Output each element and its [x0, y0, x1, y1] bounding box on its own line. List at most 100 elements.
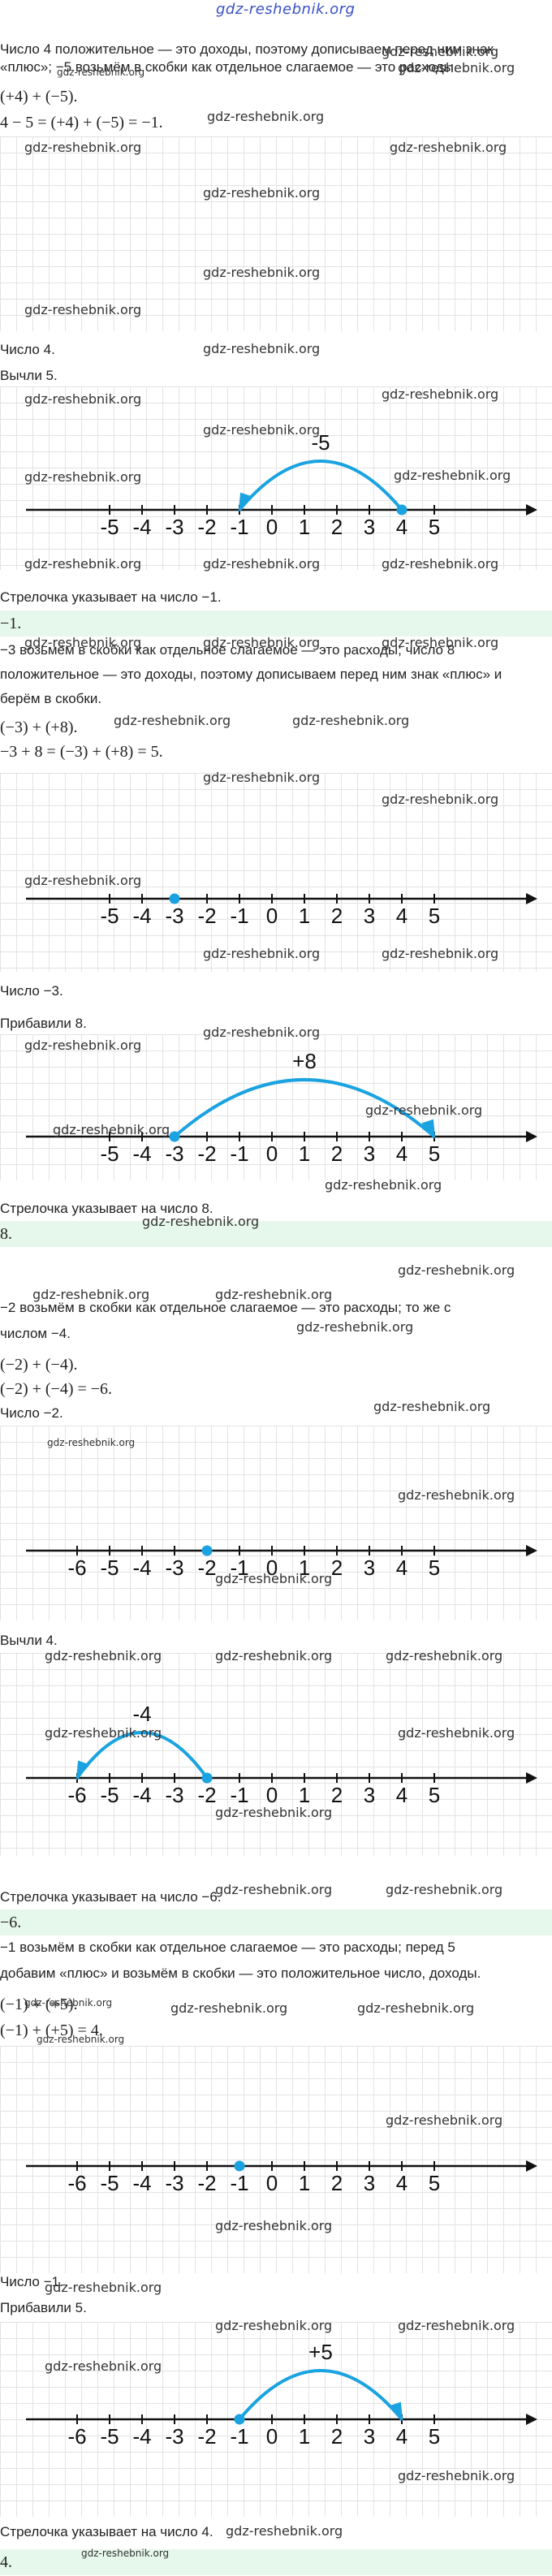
tick-label: -1 [230, 2171, 248, 2195]
tick-label: -3 [165, 1783, 183, 1807]
tick-label: -5 [100, 2171, 119, 2195]
watermark: gdz-reshebnik.org [398, 2318, 515, 2333]
watermark: gdz-reshebnik.org [203, 265, 321, 280]
note-2: Число −3. [0, 983, 63, 999]
watermark: gdz-reshebnik.org [24, 1997, 113, 2009]
paragraph-4b: добавим «плюс» и возьмём в скобки — это … [0, 1965, 481, 1981]
jump-arc [75, 1731, 209, 1780]
answer-box-2: 8. [0, 1221, 552, 1247]
statement-2: Стрелочка указывает на число 8. [0, 1201, 213, 1216]
watermark: gdz-reshebnik.org [398, 60, 515, 76]
watermark: gdz-reshebnik.org [24, 469, 142, 485]
tick-label: 3 [364, 1141, 375, 1166]
watermark: gdz-reshebnik.org [203, 770, 321, 785]
tick-label: 1 [299, 2171, 310, 2195]
answer-3: −6. [0, 1914, 22, 1931]
watermark: gdz-reshebnik.org [203, 946, 321, 961]
watermark: gdz-reshebnik.org [325, 1177, 442, 1193]
paragraph-3: −2 возьмём в скобки как отдельное слагае… [0, 1300, 451, 1315]
tick-label: -1 [230, 904, 248, 928]
answer-box-4: 4. [0, 2549, 552, 2575]
tick-label: 5 [429, 2171, 440, 2195]
jump-arrowhead [421, 1119, 436, 1140]
tick-label: -4 [132, 1141, 151, 1166]
expression-7: (−1) + (+5). [0, 1996, 78, 2013]
tick-label: 5 [429, 515, 440, 539]
watermark: gdz-reshebnik.org [365, 1102, 483, 1118]
number-line-4: -5 -4 -3 -2 -1 0 1 2 3 4 5 +8 [26, 1049, 537, 1166]
paragraph-1b: «плюс»; −5 возьмём в скобки как отдельно… [0, 59, 458, 75]
watermark: gdz-reshebnik.org [398, 1487, 515, 1503]
tick-label: -4 [132, 2424, 151, 2449]
expression-4: −3 + 8 = (−3) + (+8) = 5. [0, 743, 163, 761]
tick-label: -3 [165, 1556, 183, 1580]
tick-label: 2 [331, 1783, 343, 1807]
watermark: gdz-reshebnik.org [81, 2548, 170, 2559]
watermark: gdz-reshebnik.org [45, 2280, 162, 2295]
answer-1: −1. [0, 615, 22, 632]
start-point [169, 893, 180, 904]
watermark: gdz-reshebnik.org [203, 341, 321, 356]
tick-label: -1 [230, 515, 248, 539]
axis-arrowhead [526, 1772, 537, 1784]
watermark: gdz-reshebnik.org [382, 635, 499, 650]
tick-label: 0 [266, 1141, 278, 1166]
watermark: gdz-reshebnik.org [382, 792, 499, 807]
tick-label: -6 [67, 2424, 86, 2449]
tick-label: 1 [299, 1783, 310, 1807]
answer-2: 8. [0, 1225, 12, 1243]
watermark: gdz-reshebnik.org [114, 713, 231, 728]
jump-label: +8 [292, 1049, 317, 1073]
tick-label: -2 [197, 2171, 216, 2195]
axis-arrowhead [526, 2160, 537, 2172]
watermark: gdz-reshebnik.org [24, 391, 142, 407]
watermark: gdz-reshebnik.org [382, 44, 499, 59]
watermark: gdz-reshebnik.org [53, 1122, 170, 1137]
tick-label: 1 [299, 2424, 310, 2449]
tick-label: -4 [132, 904, 151, 928]
note-4: Число −1. [0, 2274, 63, 2289]
tick-label: -2 [197, 904, 216, 928]
tick-label: 2 [331, 1141, 343, 1166]
grid-2 [0, 386, 552, 570]
watermark: gdz-reshebnik.org [203, 1025, 321, 1040]
tick-label: -4 [132, 1783, 151, 1807]
paragraph-2: −3 возьмём в скобки как отдельное слагае… [0, 642, 455, 658]
watermark: gdz-reshebnik.org [207, 109, 325, 124]
watermark: gdz-reshebnik.org [203, 635, 321, 650]
note-3: Число −2. [0, 1405, 63, 1421]
site-header-logo[interactable]: gdz-reshebnik.org [216, 1, 356, 18]
statement-3: Стрелочка указывает на число −6. [0, 1889, 222, 1905]
grid-3 [0, 773, 552, 972]
watermark: gdz-reshebnik.org [398, 2468, 515, 2483]
paragraph-2b: положительное — это доходы, поэтому допи… [0, 667, 502, 682]
watermark: gdz-reshebnik.org [394, 468, 511, 483]
watermark: gdz-reshebnik.org [215, 2218, 333, 2233]
jump-label: -4 [132, 1702, 151, 1726]
tick-label: 2 [331, 1556, 343, 1580]
watermark: gdz-reshebnik.org [170, 2000, 288, 2016]
watermark: gdz-reshebnik.org [45, 2358, 162, 2374]
watermark: gdz-reshebnik.org [24, 635, 142, 650]
answer-box-3: −6. [0, 1909, 552, 1935]
jump-arrowhead [389, 2401, 403, 2423]
watermark: gdz-reshebnik.org [390, 140, 507, 155]
watermark: gdz-reshebnik.org [386, 2112, 503, 2128]
note-3b: Вычли 4. [0, 1633, 58, 1648]
tick-label: -5 [100, 1556, 119, 1580]
watermark: gdz-reshebnik.org [398, 1725, 515, 1741]
watermark: gdz-reshebnik.org [24, 556, 142, 572]
grid-5 [0, 1426, 552, 1620]
number-line-7: -6 -5 -4 -3 -2 -1 0 1 2 3 4 5 [26, 2160, 537, 2195]
tick-label: -5 [100, 2424, 119, 2449]
note-1b: Вычли 5. [0, 368, 58, 383]
axis-arrowhead [526, 893, 537, 904]
tick-label: 1 [299, 904, 310, 928]
expression-6: (−2) + (−4) = −6. [0, 1380, 113, 1398]
jump-arc [238, 2369, 403, 2421]
tick-label: -2 [197, 1141, 216, 1166]
watermark: gdz-reshebnik.org [386, 1648, 503, 1663]
tick-label: 3 [364, 1556, 375, 1580]
tick-label: 0 [266, 904, 278, 928]
watermark: gdz-reshebnik.org [226, 2523, 343, 2539]
